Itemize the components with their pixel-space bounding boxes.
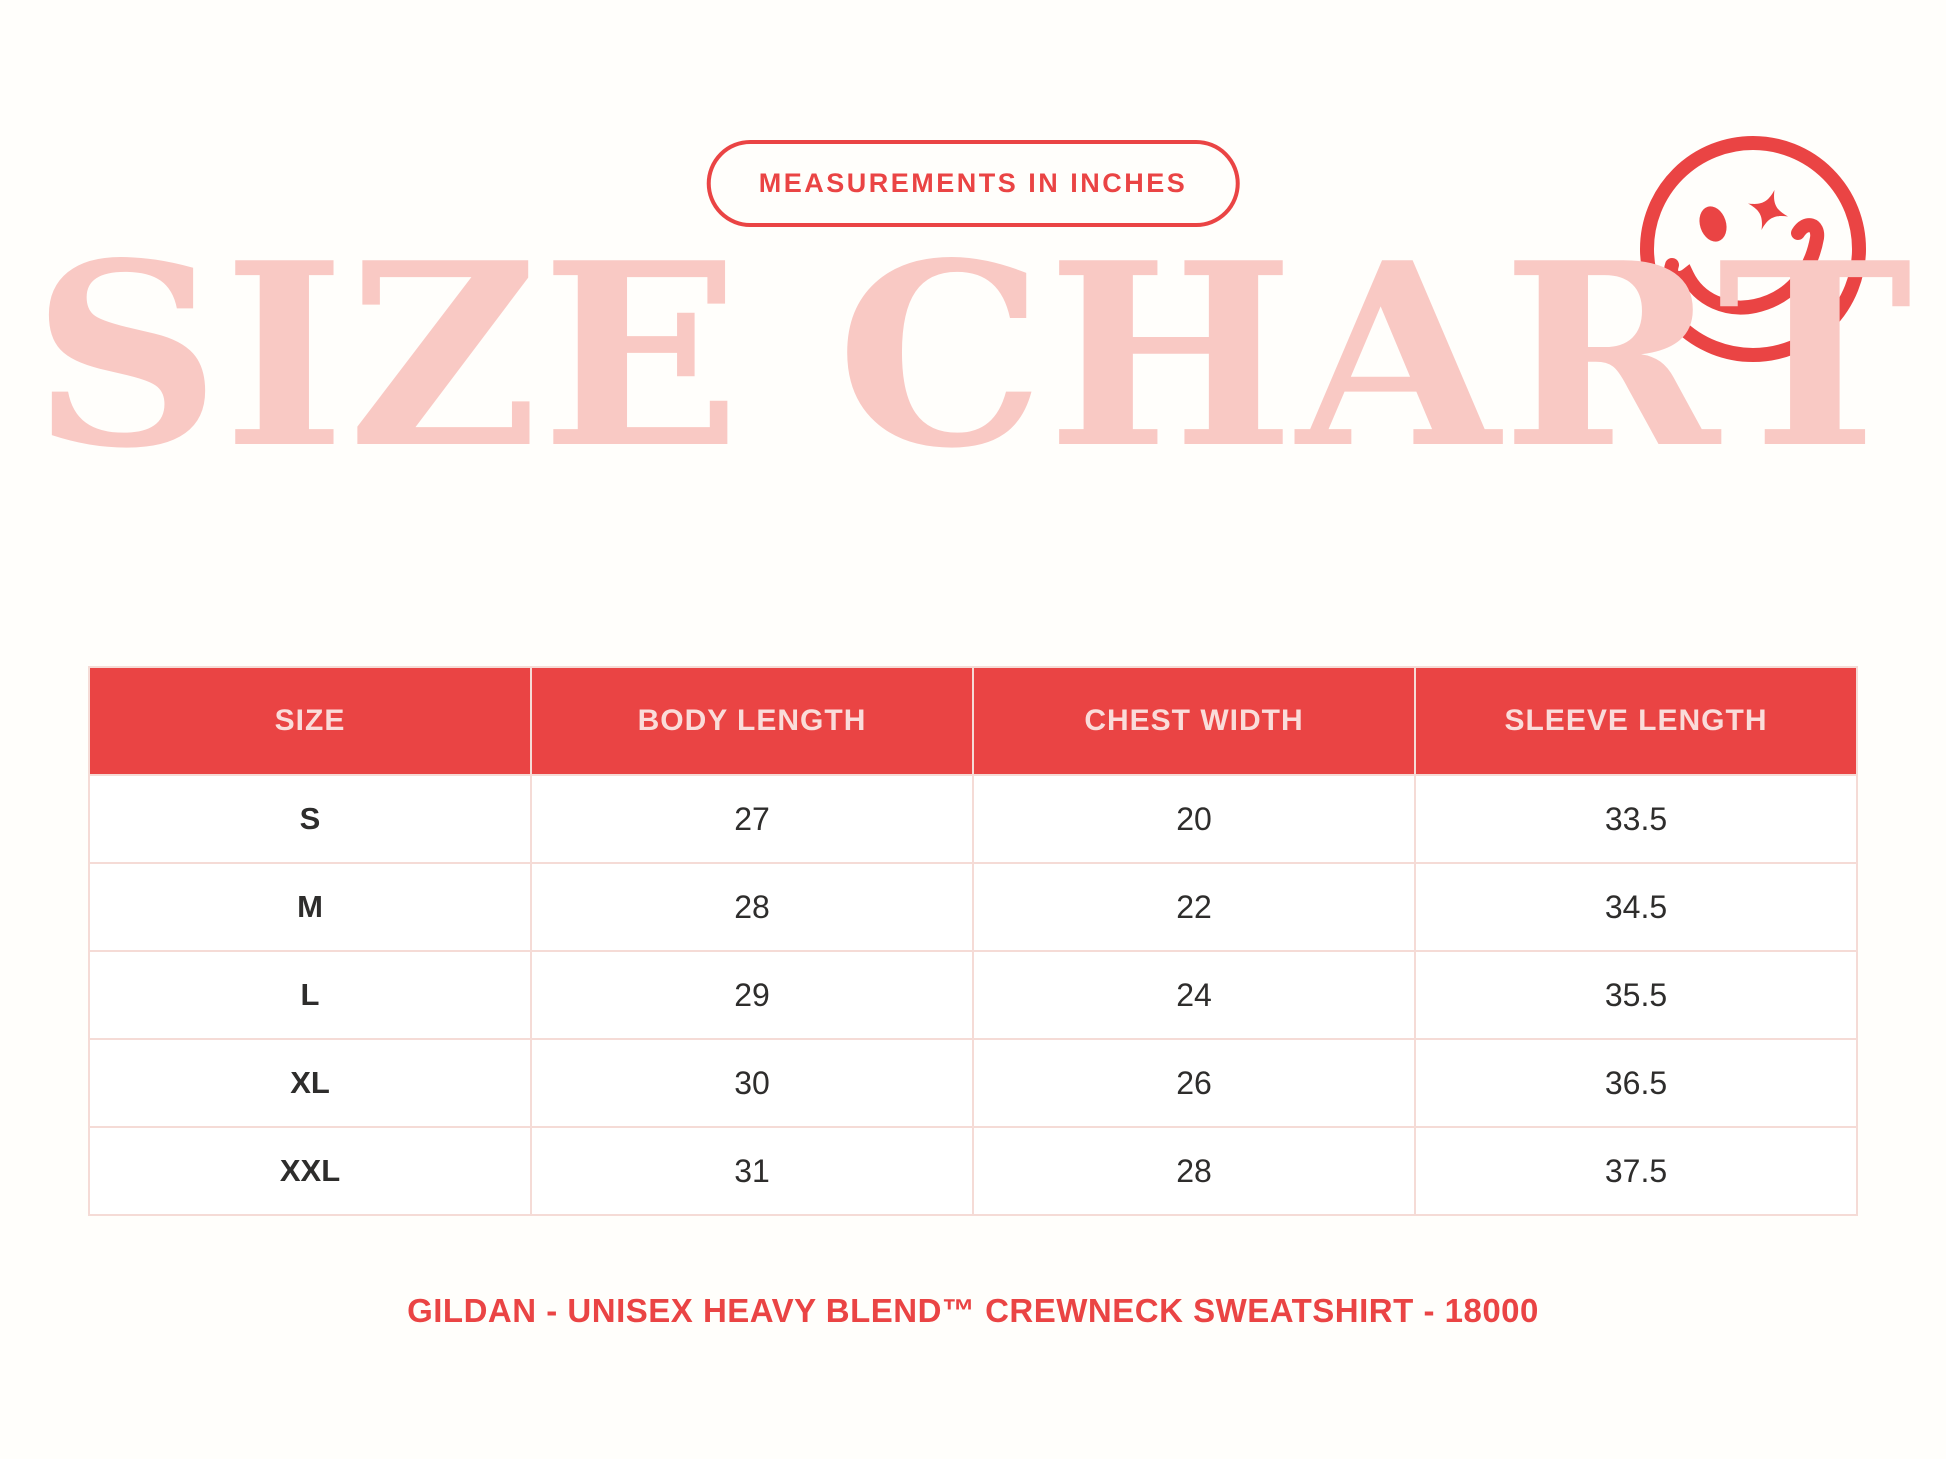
- measurement-cell: 34.5: [1414, 862, 1858, 952]
- measurement-cell: 20: [972, 774, 1416, 864]
- measurement-cell: 27: [530, 774, 974, 864]
- smiley-mouth: [1664, 218, 1825, 315]
- size-table: SIZE BODY LENGTH CHEST WIDTH SLEEVE LENGTH …: [88, 666, 1858, 1216]
- measurements-badge: MEASUREMENTS IN INCHES: [706, 140, 1240, 227]
- size-cell: L: [88, 950, 532, 1040]
- column-header-sleeve-length: SLEEVE LENGTH: [1414, 666, 1858, 776]
- measurement-cell: 33.5: [1414, 774, 1858, 864]
- measurement-cell: 29: [530, 950, 974, 1040]
- table-row: XL 30 26 36.5: [88, 1038, 1858, 1128]
- size-cell: M: [88, 862, 532, 952]
- measurements-badge-label: MEASUREMENTS IN INCHES: [758, 168, 1188, 198]
- table-row: L 29 24 35.5: [88, 950, 1858, 1040]
- winking-smiley-icon: [1640, 136, 1866, 362]
- size-cell: XL: [88, 1038, 532, 1128]
- footer-product-name: GILDAN - UNISEX HEAVY BLEND™ CREWNECK SW…: [407, 1292, 1539, 1329]
- measurement-cell: 36.5: [1414, 1038, 1858, 1128]
- table-row: XXL 31 28 37.5: [88, 1126, 1858, 1216]
- column-header-chest-width: CHEST WIDTH: [972, 666, 1416, 776]
- measurement-cell: 24: [972, 950, 1416, 1040]
- column-header-size: SIZE: [88, 666, 532, 776]
- measurement-cell: 28: [972, 1126, 1416, 1216]
- measurement-cell: 30: [530, 1038, 974, 1128]
- measurement-cell: 37.5: [1414, 1126, 1858, 1216]
- size-table-header-row: SIZE BODY LENGTH CHEST WIDTH SLEEVE LENGTH: [88, 666, 1858, 776]
- size-cell: XXL: [88, 1126, 532, 1216]
- size-cell: S: [88, 774, 532, 864]
- measurement-cell: 31: [530, 1126, 974, 1216]
- table-row: S 27 20 33.5: [88, 774, 1858, 864]
- smiley-face-circle: [1640, 136, 1866, 362]
- measurement-cell: 35.5: [1414, 950, 1858, 1040]
- page-title: SIZE CHART: [31, 208, 1915, 504]
- column-header-body-length: BODY LENGTH: [530, 666, 974, 776]
- measurement-cell: 26: [972, 1038, 1416, 1128]
- size-table-body: S 27 20 33.5 M 28 22 34.5 L 29 24 35.5 XL 30 26 36.5 XXL…: [88, 774, 1858, 1216]
- smiley-left-eye: [1699, 206, 1727, 242]
- table-row: M 28 22 34.5: [88, 862, 1858, 952]
- measurement-cell: 22: [972, 862, 1416, 952]
- smiley-sparkle-eye: [1748, 190, 1788, 230]
- measurement-cell: 28: [530, 862, 974, 952]
